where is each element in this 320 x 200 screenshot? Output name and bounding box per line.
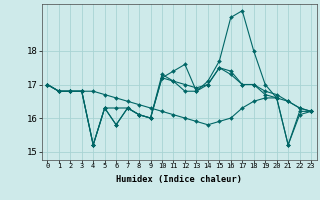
X-axis label: Humidex (Indice chaleur): Humidex (Indice chaleur) (116, 175, 242, 184)
